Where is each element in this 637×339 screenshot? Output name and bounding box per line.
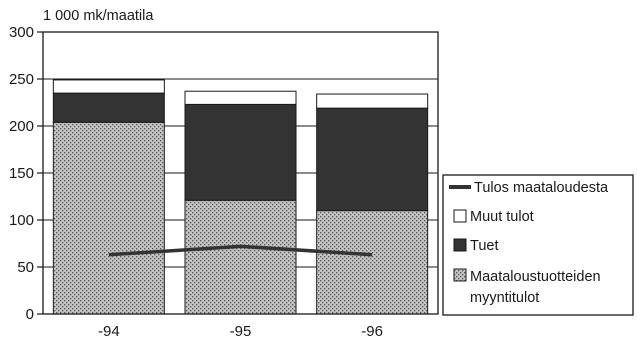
legend-swatch-subsidies <box>453 238 467 252</box>
legend-box <box>442 174 634 316</box>
bar-segment-1 <box>52 92 165 123</box>
y-tick-label: 50 <box>17 259 34 276</box>
legend-swatch-other-income <box>453 209 467 223</box>
legend-swatch-sales-income <box>453 268 467 282</box>
y-tick-label: 300 <box>9 24 34 41</box>
bar-segment-0 <box>52 121 165 315</box>
y-tick-label: 200 <box>9 118 34 135</box>
y-axis: 0 50 100 150 200 250 300 <box>9 24 43 323</box>
legend-label-result: Tulos maataloudesta <box>474 180 609 196</box>
legend-label-sales-income: Maataloustuotteiden <box>470 269 601 285</box>
legend-label-other-income: Muut tulot <box>470 209 534 225</box>
y-tick-label: 0 <box>26 306 34 323</box>
bar-segment-2 <box>52 79 165 94</box>
legend: Tulos maataloudesta Muut tulot Tuet Maat… <box>442 174 634 316</box>
x-tick-label: -95 <box>230 323 252 339</box>
x-tick-label: -96 <box>361 323 383 339</box>
bar-segment-2 <box>184 90 297 105</box>
legend-label-sales-income-line2: myyntitulot <box>470 290 539 306</box>
bars <box>52 79 429 315</box>
y-axis-unit-label: 1 000 mk/maatila <box>43 8 154 24</box>
bar-segment-2 <box>316 93 429 109</box>
bar-segment-1 <box>184 103 297 201</box>
result-line <box>108 244 373 257</box>
bar-segment-1 <box>316 107 429 212</box>
x-tick-label: -94 <box>98 323 120 339</box>
bar-segment-0 <box>316 210 429 315</box>
legend-label-subsidies: Tuet <box>470 238 498 254</box>
x-axis: -94 -95 -96 <box>98 323 383 339</box>
y-tick-label: 150 <box>9 165 34 182</box>
y-tick-label: 100 <box>9 212 34 229</box>
bar-segment-0 <box>184 199 297 315</box>
y-tick-label: 250 <box>9 71 34 88</box>
result-line-path <box>108 244 373 257</box>
